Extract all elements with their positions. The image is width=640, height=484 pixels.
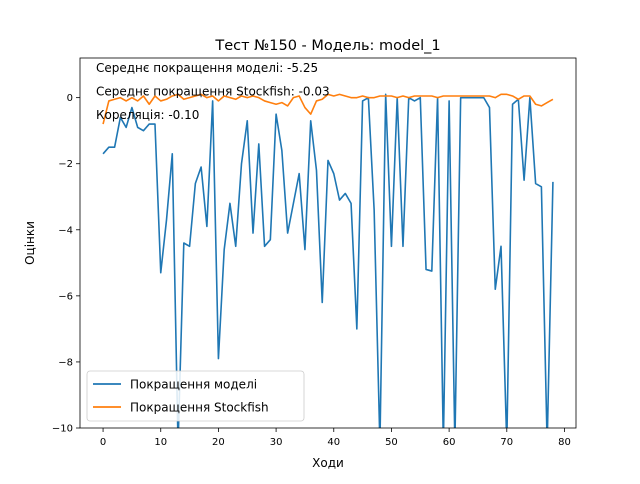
legend: Покращення моделі Покращення Stockfish <box>86 370 305 422</box>
y-axis-label: Оцінки <box>23 221 37 265</box>
y-tick-label: −4 <box>58 225 73 236</box>
annotation-text: Середнє покращення Stockfish: -0.03 <box>96 85 330 99</box>
legend-box <box>86 370 305 422</box>
y-tick-label: −8 <box>58 357 73 368</box>
x-tick-label: 30 <box>270 437 283 448</box>
y-tick-label: 0 <box>67 93 73 104</box>
legend-label-stockfish: Покращення Stockfish <box>130 401 269 415</box>
plot-frame <box>79 57 577 429</box>
annotation-text: Кореляція: -0.10 <box>96 108 199 122</box>
x-tick-label: 10 <box>154 437 167 448</box>
x-axis-label: Ходи <box>312 456 344 470</box>
series-line-model <box>102 93 554 428</box>
x-tick-label: 50 <box>385 437 398 448</box>
chart-title: Тест №150 - Модель: model_1 <box>214 38 440 54</box>
legend-label-model: Покращення моделі <box>130 378 257 392</box>
x-tick-label: 20 <box>212 437 225 448</box>
y-tick-label: −2 <box>58 159 73 170</box>
x-tick-label: 0 <box>100 437 106 448</box>
x-tick-label: 80 <box>558 437 571 448</box>
series-line-stockfish <box>102 93 554 125</box>
annotation-text: Середнє покращення моделі: -5.25 <box>96 61 318 75</box>
y-tick-label: −6 <box>58 291 73 302</box>
x-tick-label: 60 <box>443 437 456 448</box>
x-tick-label: 70 <box>500 437 513 448</box>
y-tick-label: −10 <box>52 424 73 435</box>
x-tick-label: 40 <box>327 437 340 448</box>
